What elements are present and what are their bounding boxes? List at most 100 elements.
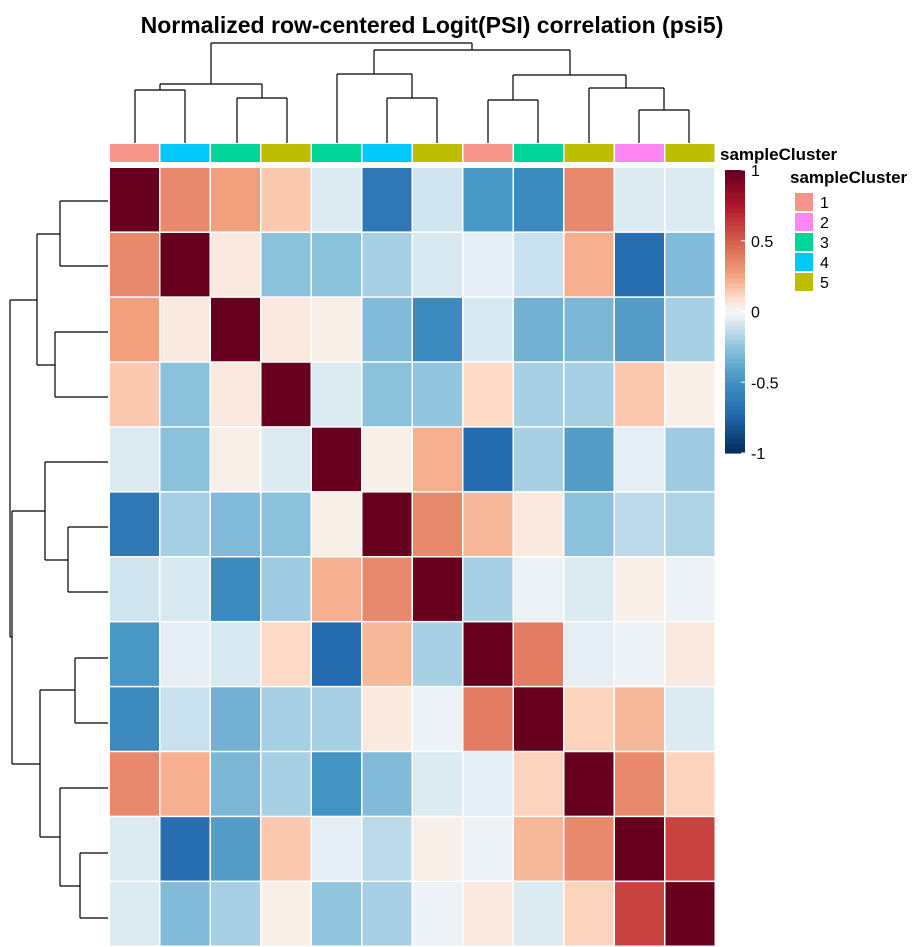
heatmap-cell	[110, 297, 159, 362]
colorbar-segment	[725, 184, 745, 190]
legend-swatch	[795, 213, 813, 231]
heatmap-cell	[413, 557, 462, 621]
colorbar-segment	[725, 330, 745, 336]
heatmap-cell	[564, 817, 614, 881]
heatmap-cell	[564, 232, 614, 297]
row-dendrogram	[9, 200, 108, 919]
heatmap-cell	[665, 232, 715, 297]
colorbar-segment	[725, 254, 745, 261]
heatmap-cell	[564, 557, 614, 621]
annotation-cell	[514, 144, 563, 162]
heatmap-cell	[514, 687, 563, 751]
colorbar-segment	[725, 358, 745, 364]
colorbar-segment	[725, 424, 745, 431]
heatmap-cell	[261, 492, 311, 556]
colorbar-segment	[725, 349, 745, 355]
heatmap-cell	[160, 297, 210, 362]
colorbar-segment	[725, 386, 745, 393]
heatmap-cell	[211, 622, 260, 686]
colorbar-segment	[725, 353, 745, 360]
heatmap-cell	[615, 427, 664, 492]
heatmap-cell	[514, 557, 563, 621]
heatmap-cell	[564, 622, 614, 686]
heatmap-cell	[514, 232, 563, 297]
colorbar-segment	[725, 372, 745, 379]
heatmap-cell	[312, 297, 361, 362]
heatmap-cell	[211, 362, 260, 427]
colorbar-segment	[725, 443, 745, 449]
colorbar-segment	[725, 415, 745, 421]
colorbar-segment	[725, 264, 745, 270]
cluster-legend: sampleCluster 1 2 3 4 5	[790, 168, 908, 292]
colorbar-tick-label: -0.5	[751, 375, 779, 392]
heatmap-cell	[615, 362, 664, 427]
heatmap-cell	[362, 752, 412, 816]
annotation-cell	[362, 144, 412, 162]
annotation-cell	[413, 144, 462, 162]
heatmap-cell	[615, 168, 664, 232]
colorbar-segment	[725, 207, 745, 214]
heatmap-cell	[261, 622, 311, 686]
colorbar-segment	[725, 174, 745, 181]
heatmap-cell	[665, 817, 715, 881]
legend-swatch	[795, 253, 813, 271]
heatmap-cell	[160, 882, 210, 946]
colorbar-segment	[725, 250, 745, 256]
annotation-row-label: sampleCluster	[720, 145, 838, 164]
heatmap-cell	[463, 817, 513, 881]
heatmap-cell	[160, 622, 210, 686]
colorbar-segment	[725, 269, 745, 275]
heatmap-cell	[463, 557, 513, 621]
heatmap-cell	[211, 168, 260, 232]
annotation-cell	[312, 144, 361, 162]
heatmap-cells	[110, 168, 715, 946]
colorbar-segment	[725, 401, 745, 407]
heatmap-cell	[160, 492, 210, 556]
heatmap-cell	[160, 687, 210, 751]
colorbar-segment	[725, 273, 745, 280]
annotation-cell	[110, 144, 159, 162]
colorbar-segment	[725, 245, 745, 251]
colorbar-segment	[725, 306, 745, 313]
heatmap-cell	[160, 168, 210, 232]
heatmap-cell	[564, 427, 614, 492]
heatmap-cell	[312, 362, 361, 427]
colorbar-segment	[725, 221, 745, 228]
heatmap-cell	[362, 168, 412, 232]
colorbar-segment	[725, 339, 745, 346]
annotation-cell	[615, 144, 664, 162]
colorbar-segment	[725, 203, 745, 209]
colorbar-tick-label: 0	[751, 305, 760, 322]
colorbar-segment	[725, 429, 745, 435]
heatmap-cell	[514, 817, 563, 881]
colorbar-segment	[725, 170, 745, 176]
heatmap-cell	[463, 232, 513, 297]
heatmap-cell	[514, 297, 563, 362]
heatmap-cell	[211, 492, 260, 556]
heatmap-cell	[312, 492, 361, 556]
colorbar-segment	[725, 287, 745, 294]
heatmap-cell	[615, 297, 664, 362]
colorbar-segment	[725, 320, 745, 327]
heatmap-cell	[413, 622, 462, 686]
heatmap-cell	[665, 362, 715, 427]
annotation-cell	[463, 144, 513, 162]
colorbar-segment	[725, 302, 745, 308]
heatmap-cell	[160, 427, 210, 492]
legend-label: 1	[820, 195, 829, 212]
column-annotation-bar	[110, 144, 715, 162]
heatmap-cell	[463, 427, 513, 492]
colorbar-segment	[725, 236, 745, 242]
heatmap-cell	[665, 168, 715, 232]
heatmap-cell	[211, 687, 260, 751]
heatmap-cell	[615, 622, 664, 686]
annotation-cell	[160, 144, 210, 162]
heatmap-cell	[312, 168, 361, 232]
heatmap-cell	[362, 297, 412, 362]
heatmap-cell	[211, 232, 260, 297]
heatmap-cell	[463, 492, 513, 556]
heatmap-cell	[463, 752, 513, 816]
heatmap-cell	[160, 362, 210, 427]
heatmap-cell	[413, 427, 462, 492]
heatmap-cell	[110, 622, 159, 686]
